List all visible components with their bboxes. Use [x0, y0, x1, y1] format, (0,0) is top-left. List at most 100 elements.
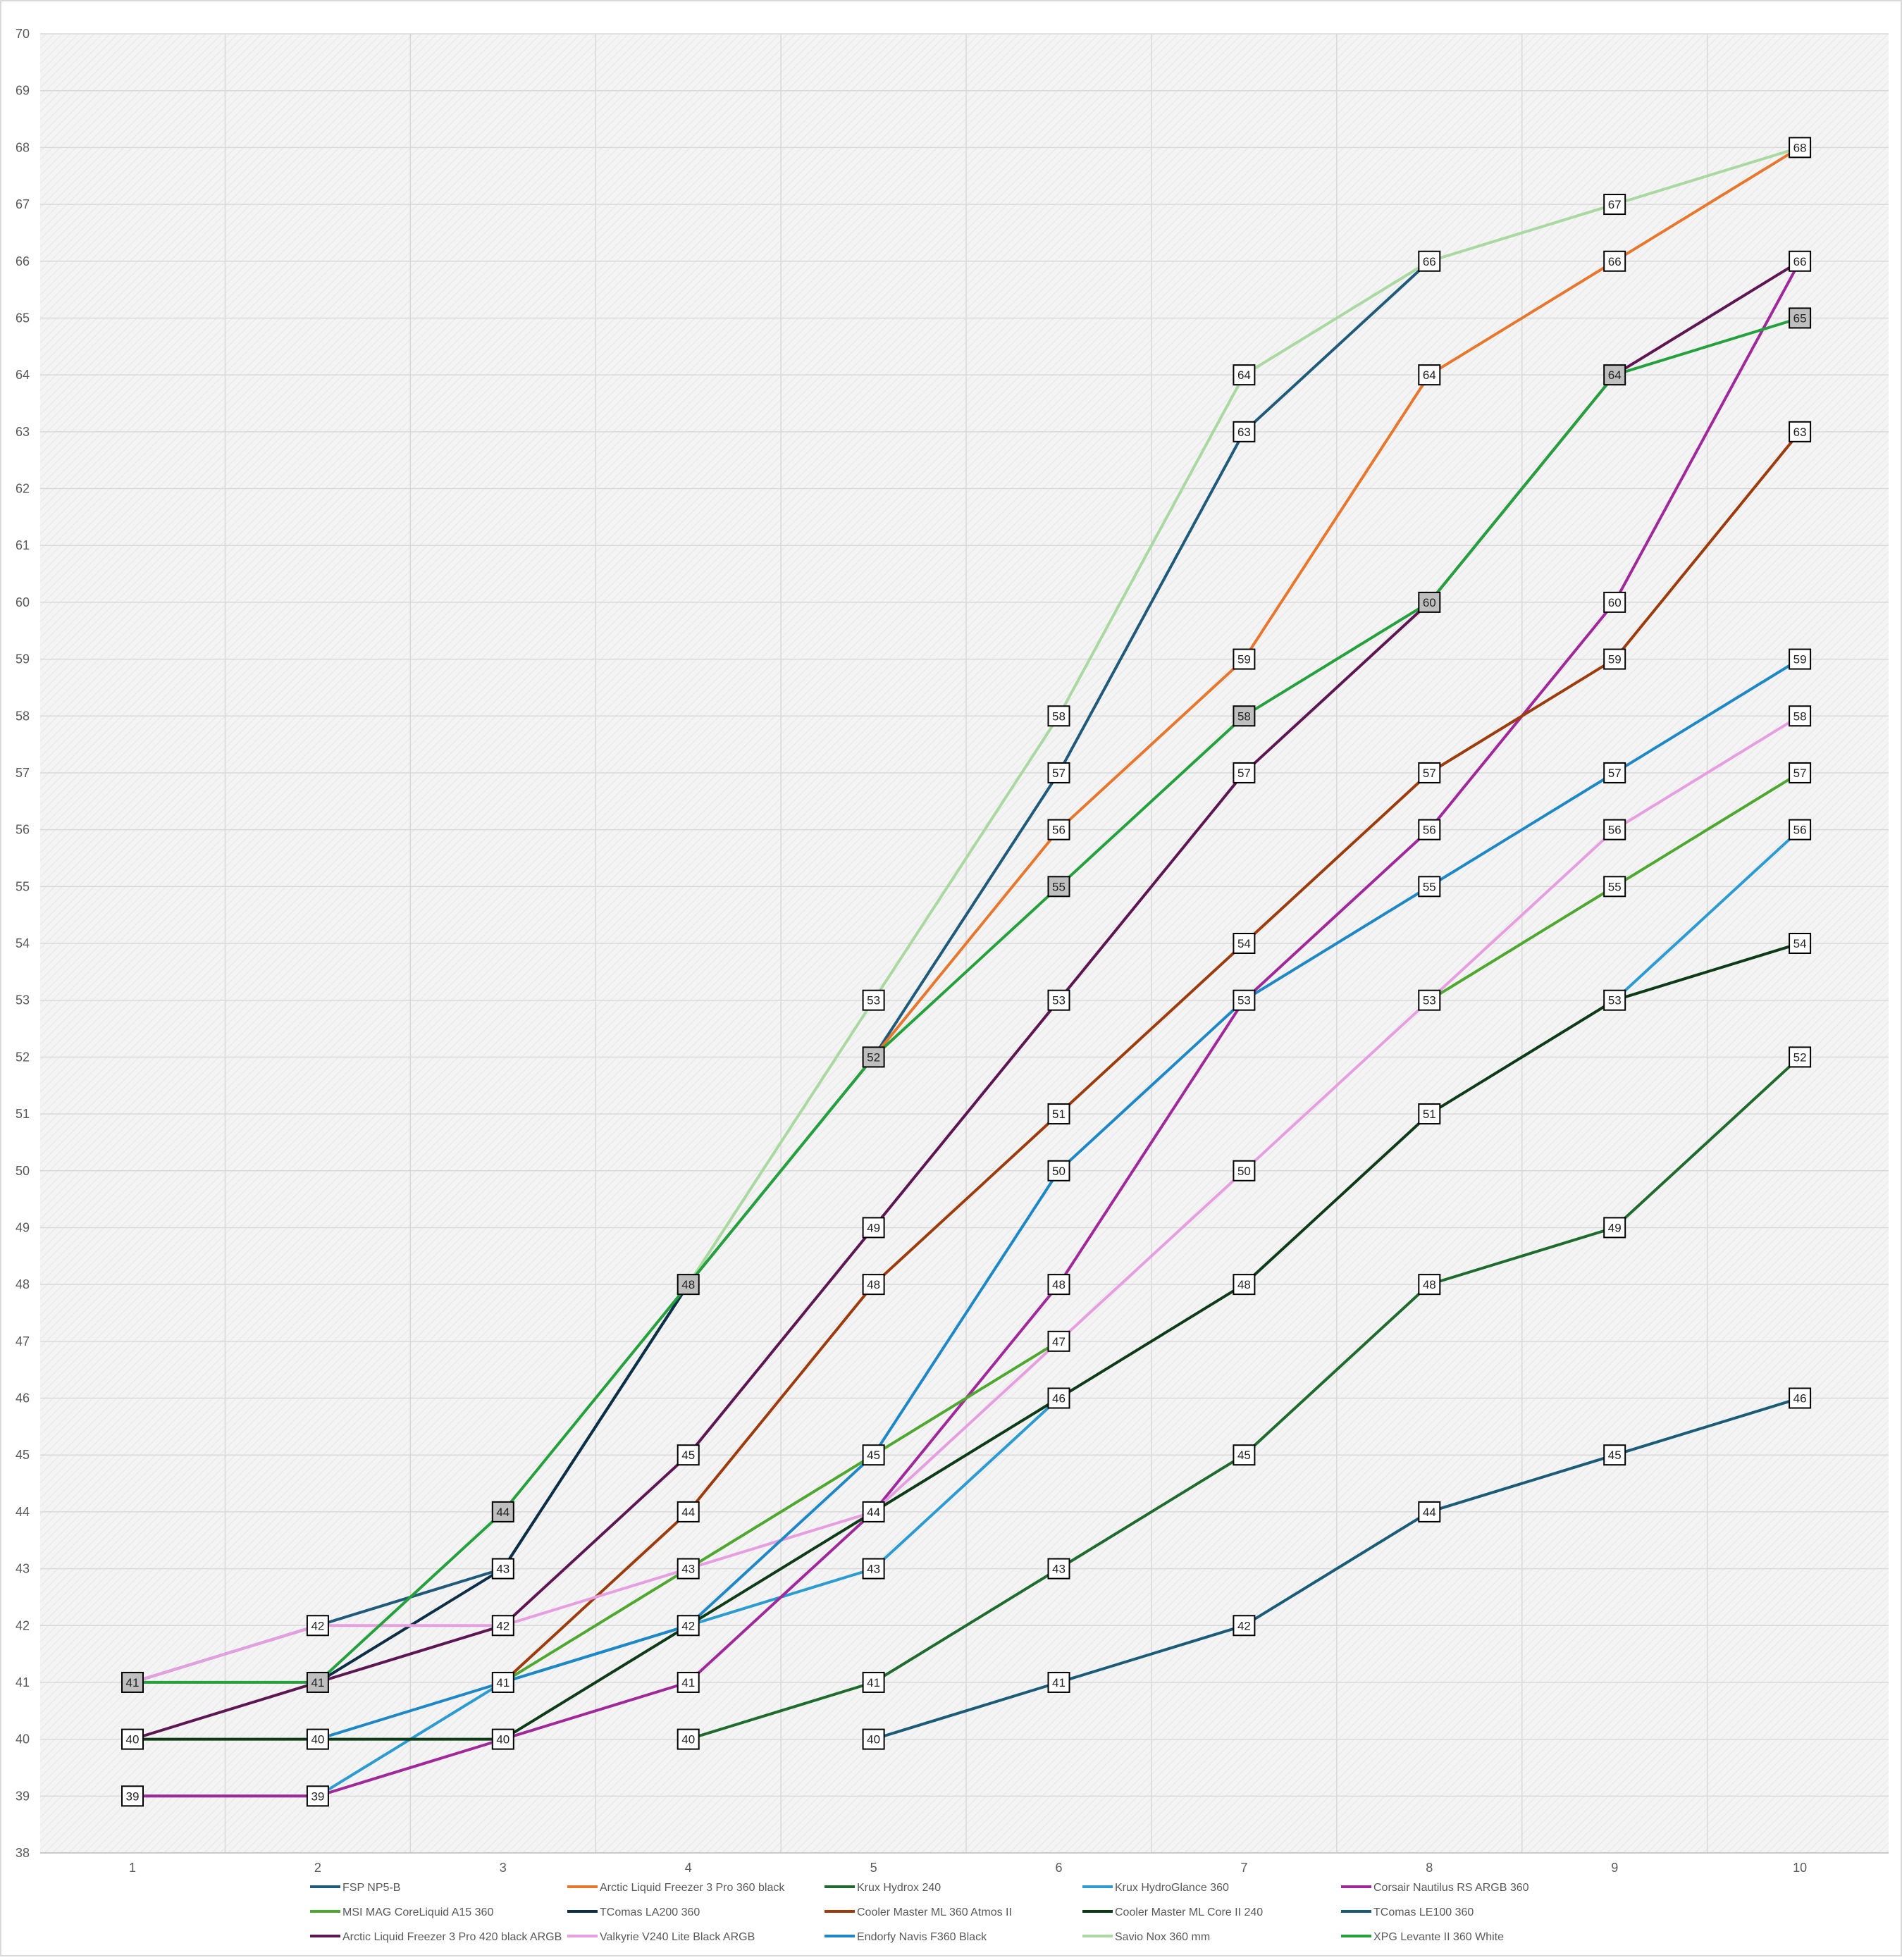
data-label: 46 [1789, 1387, 1812, 1409]
data-label: 41 [491, 1671, 514, 1693]
data-label-box [1789, 933, 1812, 954]
data-label: 53 [862, 989, 885, 1011]
data-label-text: 57 [1793, 767, 1807, 780]
data-label-box [1047, 989, 1070, 1011]
data-label: 43 [677, 1558, 700, 1580]
data-label: 42 [1233, 1615, 1256, 1637]
data-label-box [1047, 1274, 1070, 1296]
data-label: 43 [862, 1558, 885, 1580]
y-tick-label: 54 [16, 936, 30, 950]
y-tick-label: 38 [16, 1846, 30, 1860]
data-label: 45 [677, 1444, 700, 1466]
data-label: 44 [677, 1501, 700, 1522]
data-label-box [1047, 1387, 1070, 1409]
data-label-box [1789, 1046, 1812, 1068]
data-label-text: 45 [1237, 1449, 1251, 1462]
data-label-box [1418, 1274, 1441, 1296]
data-label-box [1603, 250, 1626, 272]
data-label: 55 [1047, 876, 1070, 898]
data-label: 63 [1233, 421, 1256, 442]
data-label: 51 [1418, 1103, 1441, 1125]
data-label-text: 55 [1052, 880, 1066, 893]
data-label-box [1047, 1558, 1070, 1580]
data-label-text: 56 [1052, 824, 1066, 837]
data-label-text: 53 [1423, 994, 1436, 1007]
data-label-box [1047, 819, 1070, 841]
data-label: 63 [1789, 421, 1812, 442]
data-label: 57 [1603, 762, 1626, 783]
data-label-box [491, 1728, 514, 1750]
data-label-text: 58 [1237, 709, 1251, 723]
y-tick-label: 68 [16, 140, 30, 154]
data-label-text: 57 [1423, 767, 1436, 780]
data-label-box [1603, 194, 1626, 216]
data-label-text: 41 [1052, 1676, 1066, 1689]
data-label-box [491, 1501, 514, 1522]
series-line [501, 430, 1802, 1684]
legend-label: Krux HydroGlance 360 [1115, 1882, 1229, 1894]
y-tick-label: 63 [16, 425, 30, 439]
data-label-box [1789, 307, 1812, 329]
legend-item: Savio Nox 360 mm [1082, 1931, 1210, 1943]
legend-label: Endorfy Navis F360 Black [857, 1931, 987, 1943]
y-tick-label: 50 [16, 1164, 30, 1178]
data-label-box [1233, 364, 1256, 386]
data-label-text: 42 [311, 1619, 324, 1632]
data-label-text: 42 [1237, 1619, 1251, 1632]
data-label-text: 64 [1237, 368, 1251, 382]
data-label-text: 59 [1793, 653, 1807, 666]
data-label-text: 41 [496, 1676, 510, 1689]
data-label-text: 64 [1608, 368, 1622, 382]
data-label: 55 [1603, 876, 1626, 898]
legend: FSP NP5-B Arctic Liquid Freezer 3 Pro 360… [310, 1882, 1529, 1943]
data-label: 60 [1418, 591, 1441, 613]
data-label-text: 66 [1608, 255, 1622, 268]
data-label: 49 [1603, 1217, 1626, 1239]
data-label-box [677, 1444, 700, 1466]
y-tick-label: 42 [16, 1618, 30, 1632]
data-label-text: 57 [1052, 767, 1066, 780]
y-tick-label: 66 [16, 254, 30, 268]
y-tick-label: 47 [16, 1334, 30, 1348]
data-label-text: 41 [126, 1676, 140, 1689]
data-label: 54 [1789, 933, 1812, 954]
data-label-text: 57 [1608, 767, 1622, 780]
data-label-text: 56 [1793, 824, 1807, 837]
data-label-box [1789, 1387, 1812, 1409]
data-label-box [862, 1217, 885, 1239]
data-label-text: 55 [1423, 880, 1436, 893]
legend-item: Arctic Liquid Freezer 3 Pro 360 black [567, 1882, 785, 1894]
data-label: 43 [491, 1558, 514, 1580]
data-label: 44 [491, 1501, 514, 1522]
data-label: 48 [1418, 1274, 1441, 1296]
y-tick-label: 49 [16, 1220, 30, 1234]
data-label-box [1233, 705, 1256, 727]
legend-item: MSI MAG CoreLiquid A15 360 [310, 1906, 493, 1918]
data-label-box [1603, 876, 1626, 898]
data-label: 40 [306, 1728, 329, 1750]
data-label-box [862, 1444, 885, 1466]
data-label: 57 [1789, 762, 1812, 783]
data-label: 64 [1233, 364, 1256, 386]
data-label: 48 [1047, 1274, 1070, 1296]
data-label-box [1789, 137, 1812, 159]
data-label-box [677, 1274, 700, 1296]
data-label-box [121, 1728, 144, 1750]
data-label-box [1789, 705, 1812, 727]
data-label-text: 52 [1793, 1050, 1807, 1064]
data-label: 44 [1418, 1501, 1441, 1522]
data-label-box [1789, 250, 1812, 272]
data-label-text: 45 [867, 1449, 880, 1462]
data-label-text: 40 [681, 1733, 695, 1747]
data-label: 59 [1233, 648, 1256, 670]
data-label-box [677, 1728, 700, 1750]
data-label: 66 [1603, 250, 1626, 272]
y-tick-label: 70 [16, 27, 30, 41]
legend-label: Cooler Master ML 360 Atmos II [857, 1906, 1012, 1918]
data-label: 64 [1603, 364, 1626, 386]
data-label: 45 [1233, 1444, 1256, 1466]
data-label-text: 59 [1608, 653, 1622, 666]
data-label: 41 [862, 1671, 885, 1693]
data-label-box [1233, 1444, 1256, 1466]
